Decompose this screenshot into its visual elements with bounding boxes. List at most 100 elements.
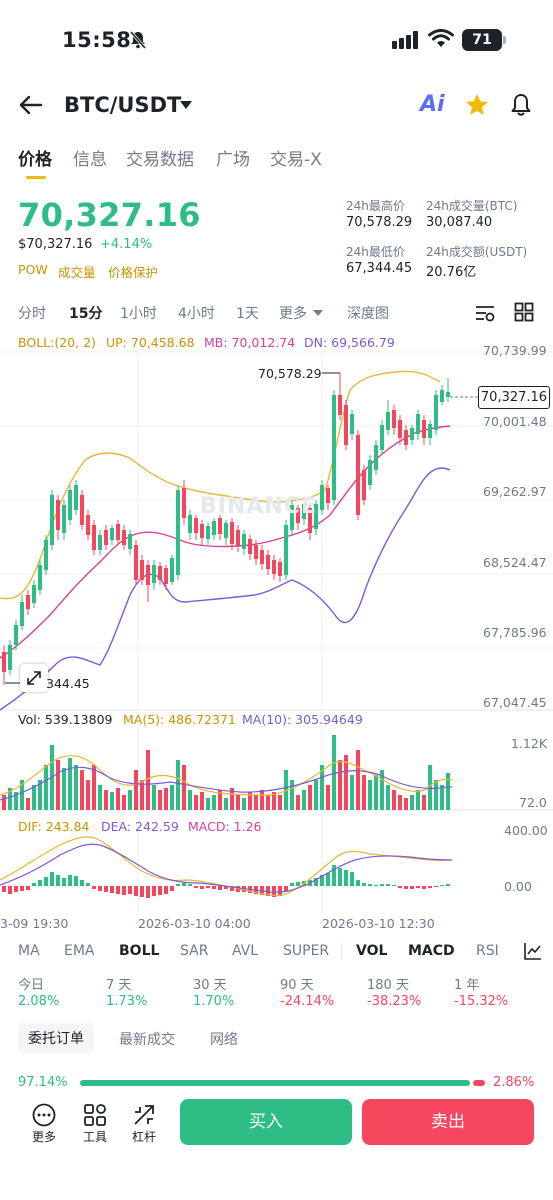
low-label: 24h最低价	[346, 245, 405, 259]
macd-axis-top: 400.00	[504, 823, 548, 838]
perf-value: 1.70%	[193, 994, 235, 1009]
high-value: 70,578.29	[346, 215, 413, 230]
vol-axis-top: 1.12K	[511, 736, 548, 751]
expand-icon	[27, 671, 41, 685]
vol-axis-bottom: 72.0	[519, 795, 547, 810]
status-time: 15:58	[62, 28, 132, 52]
price-axis-label: 70,001.48	[483, 414, 547, 429]
tab-trade-x[interactable]: 交易-X	[270, 150, 322, 170]
tab-recent-trades[interactable]: 最新成交	[119, 1032, 175, 1048]
indicator-super[interactable]: SUPER	[283, 943, 330, 959]
vol-ma5: MA(5): 486.72371	[123, 712, 236, 727]
price-axis-label: 68,524.47	[483, 555, 547, 570]
vol-ma10: MA(10): 305.94649	[242, 712, 363, 727]
leverage-icon[interactable]	[131, 1102, 157, 1128]
more-caret-icon[interactable]	[313, 309, 323, 317]
more-icon[interactable]	[31, 1102, 57, 1128]
tf-1h[interactable]: 1小时	[120, 306, 157, 322]
low-value: 67,344.45	[346, 261, 413, 276]
tab-price[interactable]: 价格	[18, 150, 52, 170]
chart-low-label: 344.45	[46, 676, 90, 691]
kline-chart[interactable]	[0, 340, 553, 940]
tf-depth[interactable]: 深度图	[347, 306, 389, 322]
caret-down-icon[interactable]	[180, 100, 192, 110]
perf-value: -24.14%	[280, 994, 335, 1009]
grid-layout-icon[interactable]	[514, 302, 534, 322]
tf-1d[interactable]: 1天	[236, 306, 259, 322]
indicator-ema[interactable]: EMA	[64, 943, 95, 959]
leverage-label[interactable]: 杠杆	[131, 1130, 156, 1144]
tf-line[interactable]: 分时	[18, 306, 46, 322]
price-axis-label: 67,785.96	[483, 625, 547, 640]
chart-high-label: 70,578.29	[258, 366, 322, 381]
tab-info[interactable]: 信息	[73, 150, 107, 170]
perf-label: 180 天	[367, 978, 409, 993]
volume-bars	[2, 735, 450, 810]
tf-4h[interactable]: 4小时	[178, 306, 215, 322]
tab-open-orders[interactable]: 委托订单	[18, 1023, 94, 1053]
macd-histogram	[2, 865, 450, 898]
vol-btc-label: 24h成交量(BTC)	[426, 199, 518, 213]
tag-volume[interactable]: 成交量	[58, 265, 96, 280]
boll-label: BOLL:(20, 2)	[18, 335, 96, 350]
bell-muted-icon	[129, 31, 147, 49]
tab-network[interactable]: 网络	[210, 1032, 238, 1048]
price-axis-label: 69,262.97	[483, 484, 547, 499]
perf-label: 今日	[18, 978, 45, 993]
fullscreen-button[interactable]	[20, 664, 48, 692]
tools-icon[interactable]	[82, 1102, 108, 1128]
boll-mb: MB: 70,012.74	[204, 335, 296, 350]
pair-title[interactable]: BTC/USDT	[64, 93, 182, 117]
macd-axis-bottom: 0.00	[504, 879, 532, 894]
buy-button[interactable]: 买入	[180, 1099, 352, 1145]
back-arrow-icon[interactable]	[18, 92, 44, 118]
indicator-macd[interactable]: MACD	[408, 943, 455, 959]
vol-ma5-line	[0, 755, 453, 796]
tf-15m[interactable]: 15分	[69, 306, 103, 322]
boll-dn-line	[0, 467, 451, 711]
star-icon[interactable]	[464, 92, 490, 118]
indicator-sar[interactable]: SAR	[180, 943, 209, 959]
perf-label: 1 年	[454, 978, 480, 993]
price-axis-label: 70,739.99	[483, 343, 547, 358]
tf-more[interactable]: 更多	[279, 306, 307, 322]
more-label[interactable]: 更多	[31, 1130, 56, 1144]
indicator-vol[interactable]: VOL	[356, 943, 388, 959]
time-axis-label: 2026-03-10 12:30	[322, 916, 435, 931]
macd-value: MACD: 1.26	[188, 819, 262, 834]
last-price: 70,327.16	[18, 196, 201, 234]
perf-label: 30 天	[193, 978, 227, 993]
chart-settings-icon[interactable]	[474, 302, 496, 324]
indicator-boll[interactable]: BOLL	[119, 943, 160, 959]
ai-icon[interactable]: Ai	[420, 92, 445, 117]
boll-up: UP: 70,458.68	[106, 335, 195, 350]
notification-bell-icon[interactable]	[509, 92, 533, 118]
perf-value: -38.23%	[367, 994, 422, 1009]
vol-label: Vol: 539.13809	[18, 712, 113, 727]
vol-ma10-line	[0, 766, 453, 801]
time-axis-label: 3-09 19:30	[0, 916, 69, 931]
watermark-logo: BINANCE	[200, 494, 317, 519]
tab-trading-data[interactable]: 交易数据	[126, 150, 194, 170]
sell-button[interactable]: 卖出	[362, 1099, 534, 1145]
sell-ratio-bar	[473, 1080, 485, 1086]
macd-dea-line	[0, 843, 453, 893]
tag-price-protection[interactable]: 价格保护	[108, 265, 159, 280]
indicator-settings-icon[interactable]	[523, 941, 543, 961]
boll-mb-line	[0, 425, 451, 659]
tools-label[interactable]: 工具	[82, 1130, 107, 1144]
perf-label: 90 天	[280, 978, 314, 993]
indicator-rsi[interactable]: RSI	[476, 943, 499, 959]
price-change: +4.14%	[100, 237, 153, 252]
battery-tip	[503, 36, 506, 44]
price-axis-label: 67,047.45	[483, 695, 547, 710]
indicator-ma[interactable]: MA	[18, 943, 40, 959]
candles	[2, 373, 450, 685]
tab-square[interactable]: 广场	[216, 150, 250, 170]
macd-dea: DEA: 242.59	[101, 819, 179, 834]
usd-price: $70,327.16	[18, 237, 93, 252]
indicator-avl[interactable]: AVL	[232, 943, 259, 959]
boll-dn: DN: 69,566.79	[304, 335, 395, 350]
vol-btc-value: 30,087.40	[426, 215, 493, 230]
tag-pow[interactable]: POW	[18, 262, 48, 277]
